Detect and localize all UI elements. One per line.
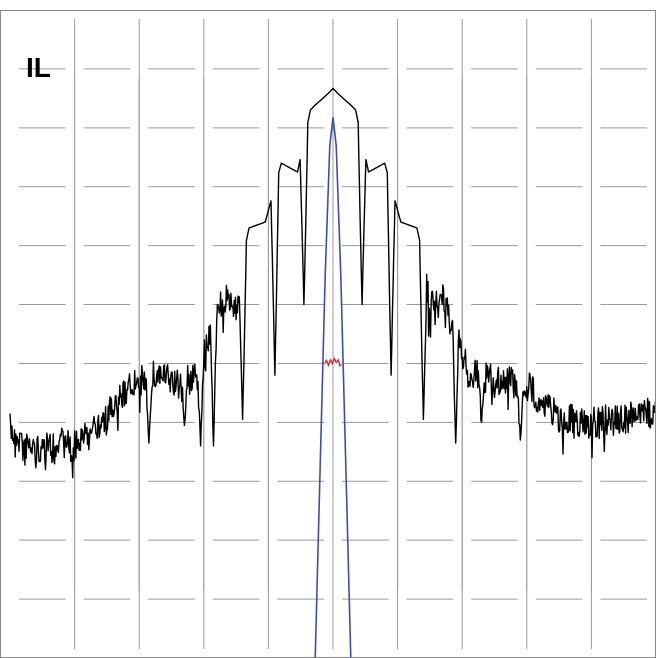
series-lines	[9, 87, 656, 658]
series-line-red	[324, 357, 342, 368]
series-line-blue	[314, 117, 352, 658]
series-line-black	[9, 87, 656, 479]
chart-annotation-il: IL	[26, 52, 51, 83]
